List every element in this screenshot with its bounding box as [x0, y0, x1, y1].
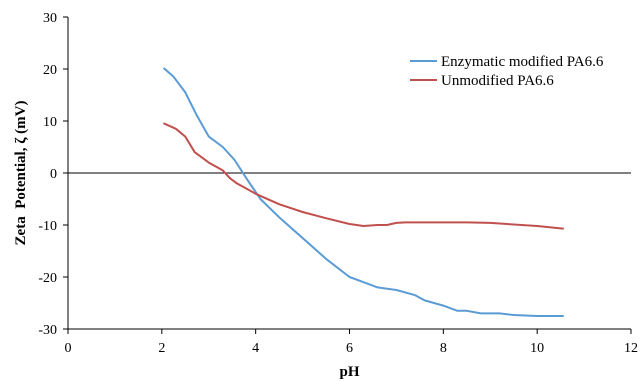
x-tick-label: 0 [65, 341, 72, 356]
series-line-1 [163, 122, 564, 230]
y-tick-label: 0 [50, 167, 57, 182]
x-tick-label: 6 [346, 341, 353, 356]
legend-label-0: Enzymatic modified PA6.6 [441, 54, 604, 70]
y-axis-title: Zeta Potential, ζ (mV) [13, 101, 29, 246]
x-tick-label: 2 [158, 341, 165, 356]
y-tick-label: -20 [38, 271, 57, 286]
y-tick-label: 30 [43, 11, 57, 26]
y-tick-label: 20 [43, 63, 57, 78]
legend: Enzymatic modified PA6.6 Unmodified PA6.6 [410, 54, 604, 89]
legend-label-1: Unmodified PA6.6 [441, 73, 554, 89]
axes: 30 20 10 0 -10 -20 -30 0 2 4 6 8 10 12 pH Zeta Potentia… [13, 11, 638, 380]
series-lines [163, 67, 564, 317]
series-line-0 [163, 67, 564, 317]
y-tick-label: -30 [38, 323, 57, 338]
y-tick-label: 10 [43, 115, 57, 130]
x-tick-label: 12 [624, 341, 638, 356]
x-axis-title: pH [339, 364, 359, 380]
x-tick-label: 10 [530, 341, 544, 356]
x-tick-label: 4 [252, 341, 259, 356]
x-tick-label: 8 [440, 341, 447, 356]
y-tick-label: -10 [38, 219, 57, 234]
